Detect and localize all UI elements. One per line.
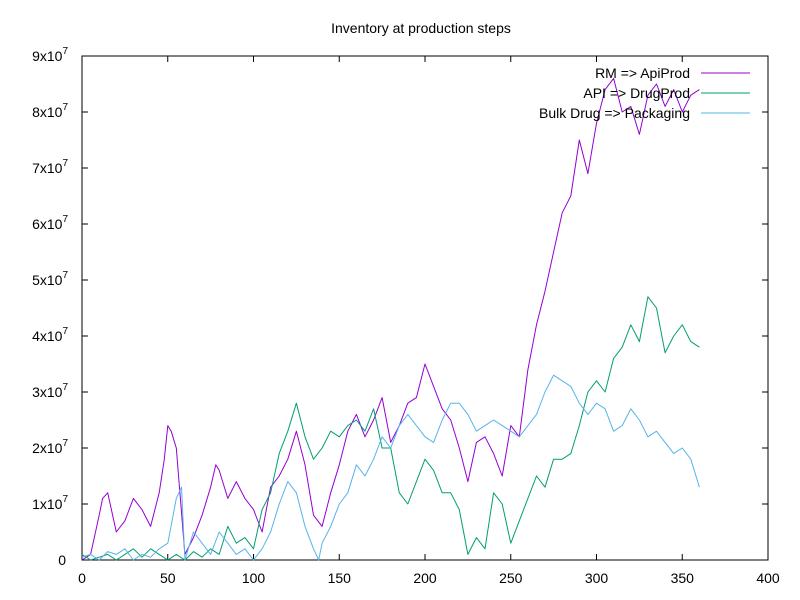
legend-label-2: Bulk Drug => Packaging <box>539 105 690 121</box>
y-tick-label: 9x107 <box>32 46 68 64</box>
legend-label-0: RM => ApiProd <box>595 65 690 81</box>
y-tick-mantissa: 5x10 <box>32 272 63 288</box>
y-tick-exponent: 7 <box>62 382 68 393</box>
x-tick-label: 50 <box>160 570 176 586</box>
series-line-1 <box>81 296 700 561</box>
x-tick-label: 400 <box>756 570 780 586</box>
y-tick-mantissa: 4x10 <box>32 328 63 344</box>
series-line-2 <box>81 374 700 561</box>
y-tick-mantissa: 8x10 <box>32 104 63 120</box>
y-tick-label: 4x107 <box>32 326 68 344</box>
y-tick-exponent: 7 <box>62 438 68 449</box>
legend-label-1: API => DrugProd <box>583 85 690 101</box>
y-tick-label: 6x107 <box>32 214 68 232</box>
y-tick-mantissa: 6x10 <box>32 216 63 232</box>
y-tick-mantissa: 1x10 <box>32 496 63 512</box>
y-axis: 01x1072x1073x1074x1075x1076x1077x1078x10… <box>32 46 768 568</box>
y-tick-mantissa: 7x10 <box>32 160 63 176</box>
y-tick-exponent: 7 <box>62 46 68 57</box>
x-tick-label: 150 <box>328 570 352 586</box>
y-tick-label: 0 <box>58 552 66 568</box>
y-tick-label: 7x107 <box>32 158 68 176</box>
x-tick-label: 100 <box>242 570 266 586</box>
x-tick-label: 200 <box>413 570 437 586</box>
y-tick-label: 1x107 <box>32 494 68 512</box>
x-tick-label: 350 <box>671 570 695 586</box>
y-tick-exponent: 7 <box>62 102 68 113</box>
y-tick-exponent: 7 <box>62 494 68 505</box>
y-tick-label: 3x107 <box>32 382 68 400</box>
x-tick-label: 250 <box>499 570 523 586</box>
chart-title: Inventory at production steps <box>331 20 511 36</box>
x-tick-label: 0 <box>78 570 86 586</box>
y-tick-label: 2x107 <box>32 438 68 456</box>
y-tick-label: 5x107 <box>32 270 68 288</box>
y-tick-mantissa: 9x10 <box>32 48 63 64</box>
y-tick-mantissa: 3x10 <box>32 384 63 400</box>
y-tick-exponent: 7 <box>62 270 68 281</box>
x-tick-label: 300 <box>585 570 609 586</box>
y-tick-exponent: 7 <box>62 326 68 337</box>
y-tick-label: 8x107 <box>32 102 68 120</box>
y-tick-mantissa: 2x10 <box>32 440 63 456</box>
series-line-0 <box>81 77 700 561</box>
y-tick-exponent: 7 <box>62 158 68 169</box>
y-tick-exponent: 7 <box>62 214 68 225</box>
legend: RM => ApiProd API => DrugProd Bulk Drug =>… <box>539 65 750 121</box>
series-layer <box>81 77 700 561</box>
x-axis: 0 50 100 150 200 250 300 350 400 <box>78 56 780 586</box>
plot-frame <box>81 55 769 561</box>
